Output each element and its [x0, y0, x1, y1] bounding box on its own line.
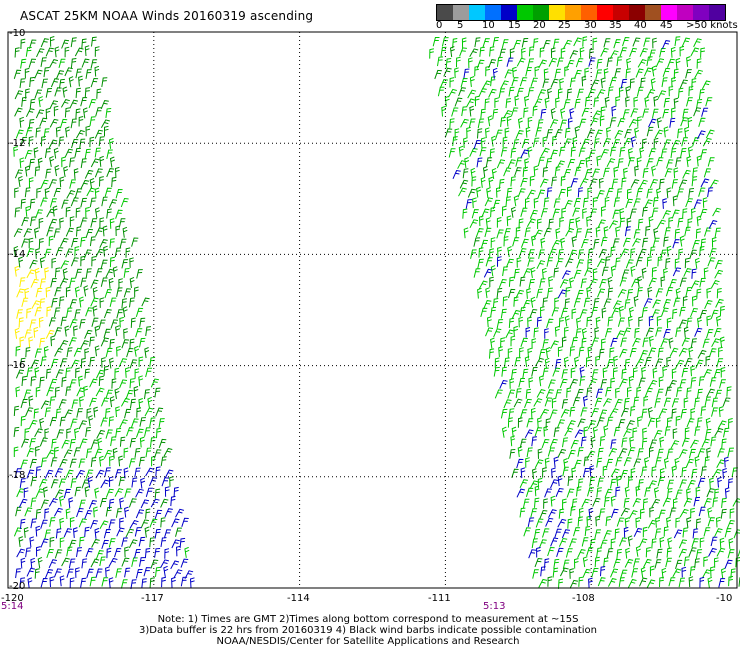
legend-label-45: 45 [660, 20, 673, 31]
map-title: ASCAT 25KM NOAA Winds 20160319 ascending [20, 9, 314, 23]
wind-barb-group [14, 466, 195, 590]
swath-time-west: 5:14 [1, 601, 24, 612]
note-line-1: Note: 1) Times are GMT 2)Times along bot… [157, 614, 579, 625]
lon-label-120w: -120 [1, 593, 24, 604]
legend-swatch-7 [549, 5, 565, 20]
swath-time-east: 5:13 [483, 601, 506, 612]
legend-label-40: 40 [634, 20, 647, 31]
legend-swatch-8 [565, 5, 581, 20]
lat-label-20s: -20 [9, 581, 26, 592]
wind-barb-group [13, 36, 182, 588]
map-frame [7, 31, 738, 589]
legend-label-20: 20 [533, 20, 546, 31]
legend-swatch-4 [501, 5, 517, 20]
wind-speed-legend-labels: 0 5 10 15 20 25 30 35 40 45 >50 knots [430, 20, 740, 34]
legend-swatch-2 [469, 5, 485, 20]
legend-label-50-knots: >50 knots [686, 20, 738, 31]
legend-swatch-15 [677, 5, 693, 20]
legend-swatch-6 [533, 5, 549, 20]
legend-swatch-11 [613, 5, 629, 20]
legend-label-10: 10 [482, 20, 495, 31]
lat-label-14s: -14 [9, 249, 26, 260]
wind-barb-group [429, 36, 740, 589]
legend-label-0: 0 [436, 20, 443, 31]
legend-label-30: 30 [584, 20, 597, 31]
lat-label-16s: -16 [9, 360, 26, 371]
lon-label-105w: -10 [716, 593, 733, 604]
legend-swatch-17 [709, 5, 725, 20]
wind-barb-group [452, 40, 733, 589]
legend-swatch-0 [437, 5, 453, 20]
legend-swatch-16 [693, 5, 709, 20]
wind-barbs-layer [13, 36, 740, 590]
lat-label-18s: -18 [9, 470, 26, 481]
wind-speed-color-legend [436, 4, 726, 21]
lon-label-108w: -108 [572, 593, 595, 604]
east-swath-barbs [429, 36, 740, 589]
legend-swatch-9 [581, 5, 597, 20]
west-swath-barbs [13, 36, 195, 590]
note-line-2: 3)Data buffer is 22 hrs from 20160319 4)… [139, 625, 597, 636]
wind-barb-group [434, 37, 740, 589]
lat-lon-grid [8, 32, 737, 588]
legend-label-5: 5 [457, 20, 464, 31]
lon-label-114w: -114 [287, 593, 310, 604]
legend-swatch-3 [485, 5, 501, 20]
legend-label-35: 35 [609, 20, 622, 31]
legend-label-15: 15 [508, 20, 521, 31]
legend-swatch-1 [453, 5, 469, 20]
wind-barb-group [14, 265, 55, 348]
legend-swatch-10 [597, 5, 613, 20]
legend-label-25: 25 [558, 20, 571, 31]
note-line-3: NOAA/NESDIS/Center for Satellite Applica… [216, 636, 520, 647]
legend-swatch-5 [517, 5, 533, 20]
legend-swatch-14 [661, 5, 677, 20]
wind-barb-group [13, 46, 190, 589]
lon-label-111w: -111 [428, 593, 451, 604]
lat-label-12s: -12 [9, 138, 26, 149]
footnotes: Note: 1) Times are GMT 2)Times along bot… [108, 614, 628, 647]
lat-label-10s: -10 [9, 28, 26, 39]
legend-swatch-12 [629, 5, 645, 20]
lon-label-117w: -117 [141, 593, 164, 604]
legend-swatch-13 [645, 5, 661, 20]
